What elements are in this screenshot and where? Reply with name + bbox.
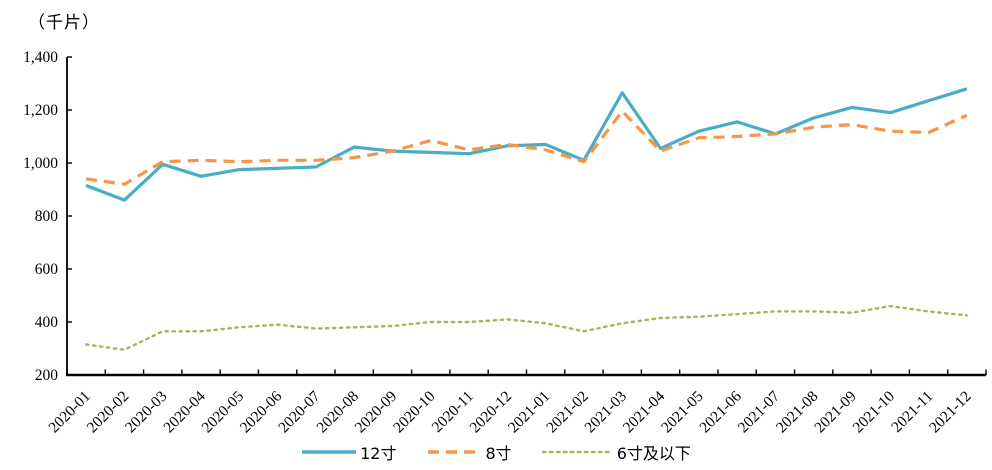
x-axis-tick-label: 2020-10 — [390, 388, 439, 437]
x-axis-tick-label: 2020-01 — [45, 388, 94, 437]
x-axis-tick-label: 2020-09 — [352, 388, 401, 437]
x-axis-tick-label: 2021-07 — [735, 388, 784, 437]
legend-label-6inch-and-below: 6寸及以下 — [616, 444, 691, 463]
y-axis-tick-label: 1,000 — [23, 155, 58, 172]
x-axis-tick-label: 2020-02 — [84, 388, 133, 437]
legend-item-8inch: 8寸 — [427, 440, 512, 464]
legend-label-12inch: 12寸 — [360, 444, 397, 463]
y-axis-tick-label: 200 — [35, 367, 59, 384]
legend-item-6inch-and-below: 6寸及以下 — [541, 440, 691, 464]
x-axis-tick-label: 2020-03 — [122, 388, 171, 437]
x-axis-tick-label: 2021-01 — [505, 388, 554, 437]
x-axis-tick-label: 2021-02 — [543, 388, 592, 437]
series-line-0 — [85, 87, 968, 202]
x-axis-tick-label: 2020-04 — [160, 388, 209, 437]
legend-swatch-8inch — [427, 450, 482, 454]
legend-swatch-12inch — [302, 450, 357, 454]
x-axis-tick-label: 2021-04 — [620, 388, 669, 437]
x-axis-tick-label: 2021-03 — [581, 388, 630, 437]
x-axis-tick-label: 2020-08 — [313, 388, 362, 437]
x-axis-tick-label: 2021-10 — [850, 388, 899, 437]
y-axis-tick-label: 600 — [35, 261, 59, 278]
legend-label-8inch: 8寸 — [485, 444, 512, 463]
y-axis-tick-label: 1,200 — [23, 102, 58, 119]
x-axis-tick-label: 2021-05 — [658, 388, 707, 437]
y-axis-unit-label: （千片） — [28, 13, 100, 32]
x-axis-tick-label: 2020-05 — [199, 388, 248, 437]
x-axis-tick-label: 2021-09 — [811, 388, 860, 437]
legend-item-12inch: 12寸 — [301, 440, 397, 464]
y-axis-tick-label: 800 — [35, 208, 59, 225]
x-axis-tick-label: 2021-06 — [696, 388, 745, 437]
x-axis-tick-label: 2020-07 — [275, 388, 324, 437]
series-line-2 — [84, 304, 969, 351]
x-axis-tick-label: 2021-12 — [926, 388, 975, 437]
x-axis-tick-label: 2020-12 — [467, 388, 516, 437]
legend-swatch-6inch-and-below — [541, 450, 614, 454]
x-axis-tick-label: 2021-08 — [773, 388, 822, 437]
legend: 12寸 8寸 6寸及以下 — [0, 440, 992, 464]
x-axis-tick-label: 2020-06 — [237, 388, 286, 437]
y-axis-tick-label: 1,400 — [23, 49, 58, 66]
y-axis-tick-label: 400 — [35, 314, 59, 331]
series-line-1 — [85, 109, 968, 186]
